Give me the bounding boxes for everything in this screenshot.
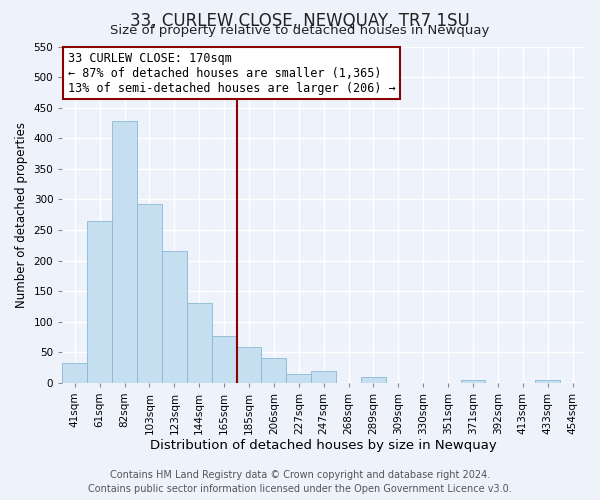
Bar <box>361 376 386 383</box>
Bar <box>187 304 212 383</box>
Y-axis label: Number of detached properties: Number of detached properties <box>15 122 28 308</box>
Bar <box>262 358 286 383</box>
Text: 33, CURLEW CLOSE, NEWQUAY, TR7 1SU: 33, CURLEW CLOSE, NEWQUAY, TR7 1SU <box>130 12 470 30</box>
Bar <box>212 336 236 383</box>
Bar <box>286 374 311 383</box>
Bar <box>535 380 560 383</box>
Bar <box>461 380 485 383</box>
X-axis label: Distribution of detached houses by size in Newquay: Distribution of detached houses by size … <box>150 440 497 452</box>
Text: 33 CURLEW CLOSE: 170sqm
← 87% of detached houses are smaller (1,365)
13% of semi: 33 CURLEW CLOSE: 170sqm ← 87% of detache… <box>68 52 395 94</box>
Bar <box>137 204 162 383</box>
Text: Contains HM Land Registry data © Crown copyright and database right 2024.
Contai: Contains HM Land Registry data © Crown c… <box>88 470 512 494</box>
Text: Size of property relative to detached houses in Newquay: Size of property relative to detached ho… <box>110 24 490 37</box>
Bar <box>236 348 262 383</box>
Bar <box>162 252 187 383</box>
Bar <box>311 370 336 383</box>
Bar <box>62 363 87 383</box>
Bar <box>112 121 137 383</box>
Bar <box>87 221 112 383</box>
